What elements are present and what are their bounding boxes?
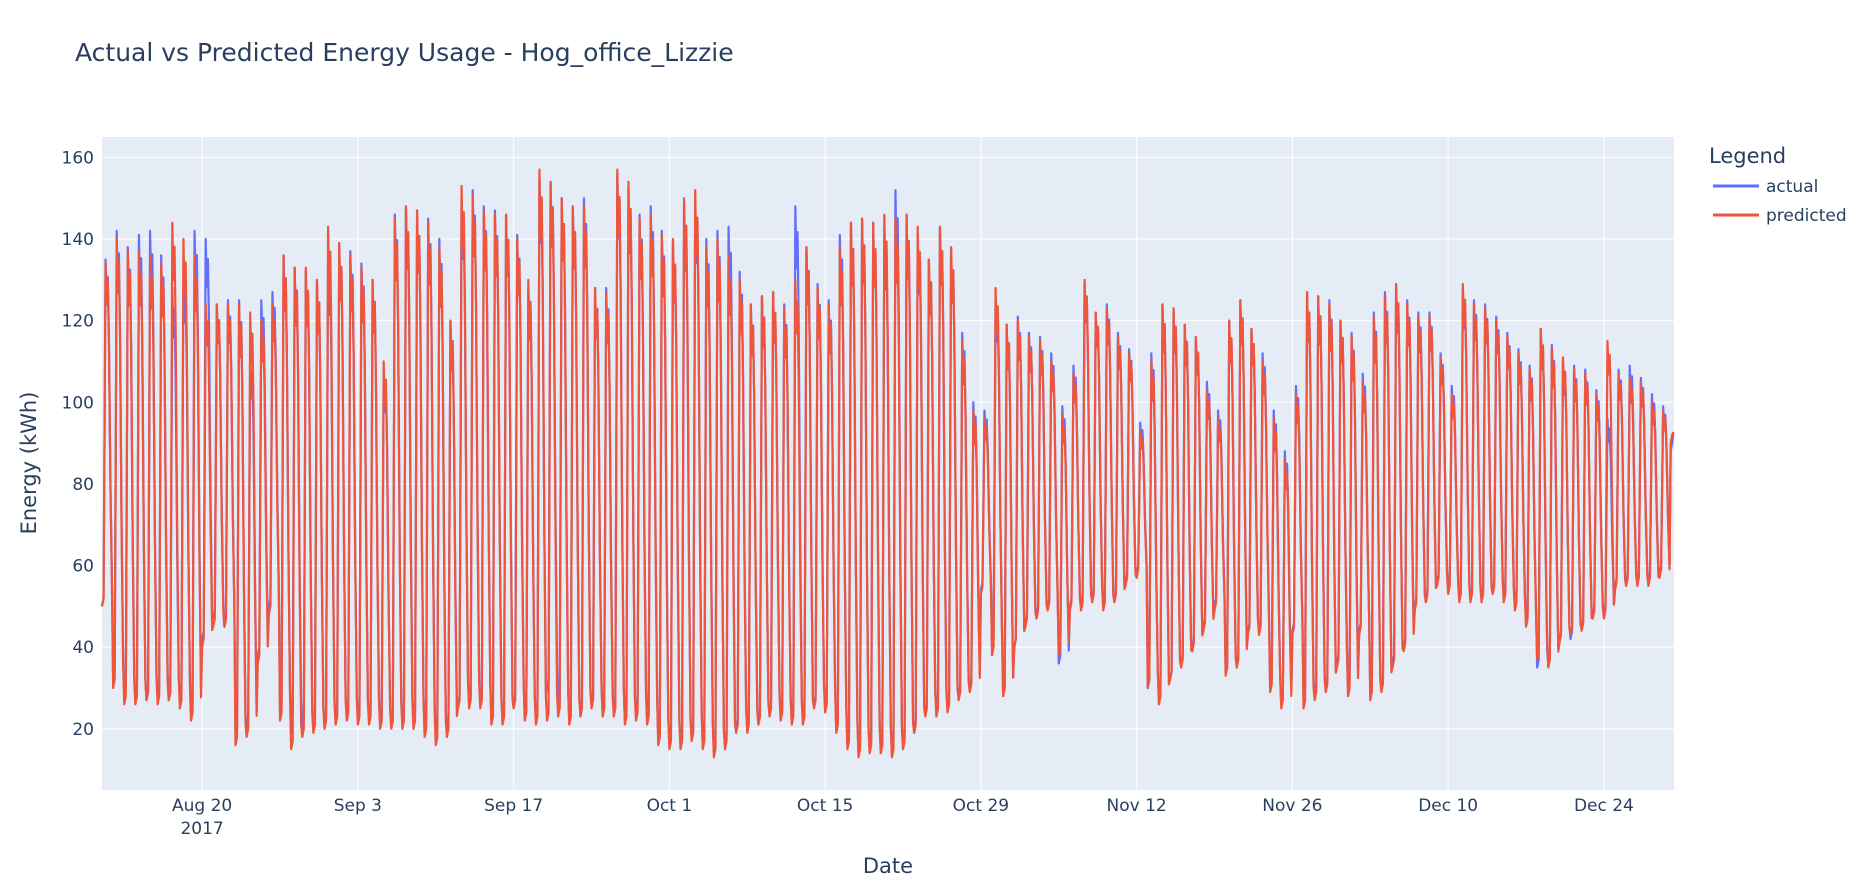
legend-item-predicted[interactable]: predicted — [1713, 206, 1847, 226]
x-axis-title: Date — [863, 854, 913, 878]
chart-title: Actual vs Predicted Energy Usage - Hog_o… — [75, 38, 734, 67]
x-tick-label: Oct 29 — [953, 796, 1009, 816]
x-tick-label: Dec 24 — [1574, 796, 1634, 816]
legend-label-actual: actual — [1766, 177, 1818, 197]
legend-label-predicted: predicted — [1766, 206, 1847, 226]
y-tick-label: 120 — [62, 312, 94, 332]
x-tick-label: Nov 12 — [1107, 796, 1167, 816]
x-tick-label: Sep 3 — [334, 796, 382, 816]
x-tick-label: Oct 1 — [647, 796, 693, 816]
y-tick-label: 20 — [72, 720, 94, 740]
y-tick-label: 60 — [72, 557, 94, 577]
legend-title: Legend — [1709, 144, 1786, 168]
x-tick-label: Aug 20 — [172, 796, 232, 816]
y-tick-label: 40 — [72, 638, 94, 658]
x-gridlines — [201, 137, 1605, 790]
series-line-predicted — [100, 168, 1675, 759]
x-tick-sublabel: 2017 — [180, 819, 223, 839]
y-tick-label: 140 — [62, 230, 94, 250]
y-tick-label: 80 — [72, 475, 94, 495]
x-tick-labels: Aug 20 2017 Sep 3 Sep 17 Oct 1 Oct 15 Oct 29 No… — [172, 796, 1634, 839]
series-lines — [100, 168, 1675, 759]
x-tick-label: Sep 17 — [484, 796, 543, 816]
y-tick-label: 100 — [62, 393, 94, 413]
y-tick-label: 160 — [62, 148, 94, 168]
y-axis-title: Energy (kWh) — [17, 392, 41, 535]
y-tick-labels: 20 40 60 80 100 120 140 160 — [62, 148, 94, 739]
x-tick-label: Nov 26 — [1262, 796, 1322, 816]
x-tick-label: Oct 15 — [797, 796, 853, 816]
x-tick-label: Dec 10 — [1418, 796, 1478, 816]
legend: Legend actual predicted — [1709, 144, 1847, 226]
legend-item-actual[interactable]: actual — [1713, 177, 1818, 197]
